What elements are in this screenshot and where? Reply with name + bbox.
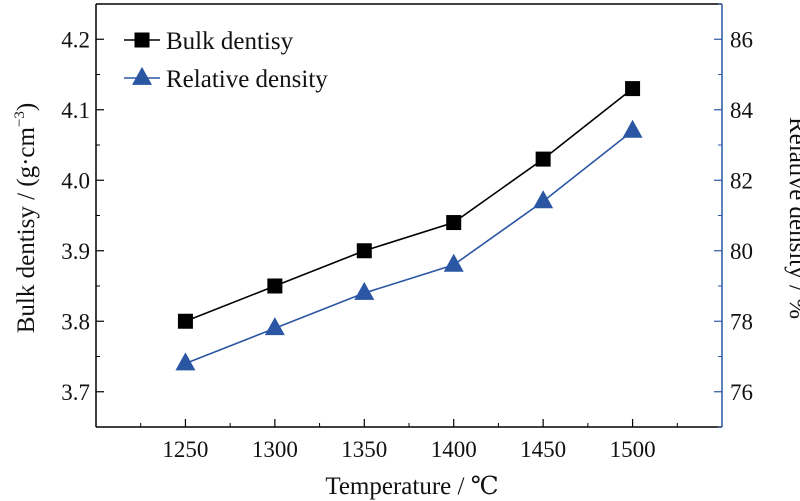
bulk-density-point <box>535 151 551 167</box>
bulk-density-series-line <box>185 87 634 322</box>
y-right-tick-label: 76 <box>730 380 753 405</box>
y-right-tick-label: 78 <box>730 309 753 334</box>
relative-density-point <box>175 352 196 371</box>
relative-density-point <box>354 281 375 300</box>
bulk-density-point <box>625 81 641 97</box>
x-tick-label: 1250 <box>162 437 208 462</box>
bulk-density-point <box>267 278 283 294</box>
relative-density-point <box>443 253 464 272</box>
bulk-density-point <box>177 313 193 329</box>
x-tick-label: 1350 <box>341 437 387 462</box>
y-left-tick-label: 3.9 <box>61 239 90 264</box>
y-left-tick-label: 4.0 <box>61 168 90 193</box>
relative-density-series-line <box>185 130 634 365</box>
y-right-tick-label: 86 <box>730 27 753 52</box>
relative-density-point <box>533 190 554 209</box>
bulk-density-legend-label: Bulk dentisy <box>166 28 294 55</box>
bulk-density-legend-marker <box>134 32 150 48</box>
y-left-tick-label: 4.2 <box>61 27 90 52</box>
bulk-density-point <box>356 243 372 259</box>
x-axis-title: Temperature / ℃ <box>325 473 498 500</box>
x-tick-label: 1450 <box>520 437 566 462</box>
y-right-tick-label: 80 <box>730 239 753 264</box>
y-left-tick-label: 3.8 <box>61 309 90 334</box>
x-tick-label: 1500 <box>610 437 656 462</box>
relative-density-point <box>264 317 285 336</box>
y-left-tick-label: 3.7 <box>61 380 90 405</box>
y-right-tick-label: 84 <box>730 98 754 123</box>
bulk-density-point <box>446 215 462 231</box>
y-left-tick-label: 4.1 <box>61 98 90 123</box>
relative-density-legend-label: Relative density <box>166 66 328 93</box>
series-layer <box>175 81 643 371</box>
y-right-tick-label: 82 <box>730 168 753 193</box>
legend: Bulk dentisy Relative density <box>124 28 328 93</box>
y-axis-left-title: Bulk dentisy / (g·cm−3) <box>12 103 40 334</box>
y-axis-left-title-exponent: −3 <box>12 111 28 127</box>
relative-density-point <box>622 119 643 138</box>
axes-layer: 1250 1300 1350 1400 1450 1500 3.7 3.8 3.9 4.0 4.1 4… <box>61 3 754 462</box>
x-tick-label: 1300 <box>252 437 298 462</box>
relative-density-legend-marker <box>132 66 152 85</box>
y-axis-right-title: Relative density / % <box>784 117 800 319</box>
x-tick-label: 1400 <box>431 437 477 462</box>
